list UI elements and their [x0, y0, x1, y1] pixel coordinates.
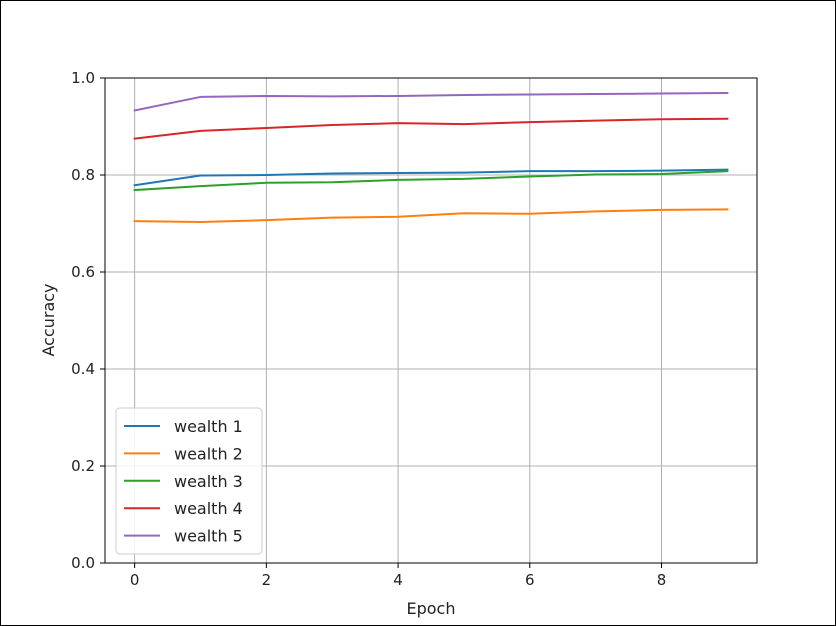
series-line-wealth-2: [133, 208, 729, 224]
plot-area-border: [104, 77, 758, 564]
y-tick-label: 0.2: [71, 457, 95, 475]
legend: wealth 1 wealth 2 wealth 3 wealth 4 wealth 5: [115, 407, 263, 555]
x-tick-label: 4: [393, 571, 403, 589]
x-axis-label: Epoch: [407, 599, 456, 618]
series-lines: [133, 92, 729, 224]
series-line-wealth-4: [133, 117, 729, 140]
x-tick-label: 6: [525, 571, 535, 589]
axis-ticks: 0 2 4 6 8 0.0 0.2 0.4 0.6 0.8 1.0: [71, 69, 666, 589]
y-tick-label: 1.0: [71, 69, 95, 87]
y-tick-label: 0.8: [71, 166, 95, 184]
y-axis-label: Accuracy: [39, 283, 58, 356]
y-tick-label: 0.6: [71, 263, 95, 281]
x-tick-label: 8: [657, 571, 667, 589]
y-tick-label: 0.0: [71, 554, 95, 572]
series-line-wealth-1: [133, 168, 729, 187]
series-line-wealth-3: [133, 170, 729, 192]
legend-label: wealth 3: [174, 472, 243, 491]
y-tick-label: 0.4: [71, 360, 95, 378]
legend-label: wealth 1: [174, 417, 243, 436]
x-tick-label: 0: [130, 571, 140, 589]
legend-label: wealth 5: [174, 527, 243, 546]
legend-box: [115, 407, 263, 555]
series-line-wealth-5: [133, 92, 729, 112]
legend-label: wealth 2: [174, 444, 243, 463]
legend-label: wealth 4: [174, 499, 243, 518]
x-tick-label: 2: [262, 571, 272, 589]
